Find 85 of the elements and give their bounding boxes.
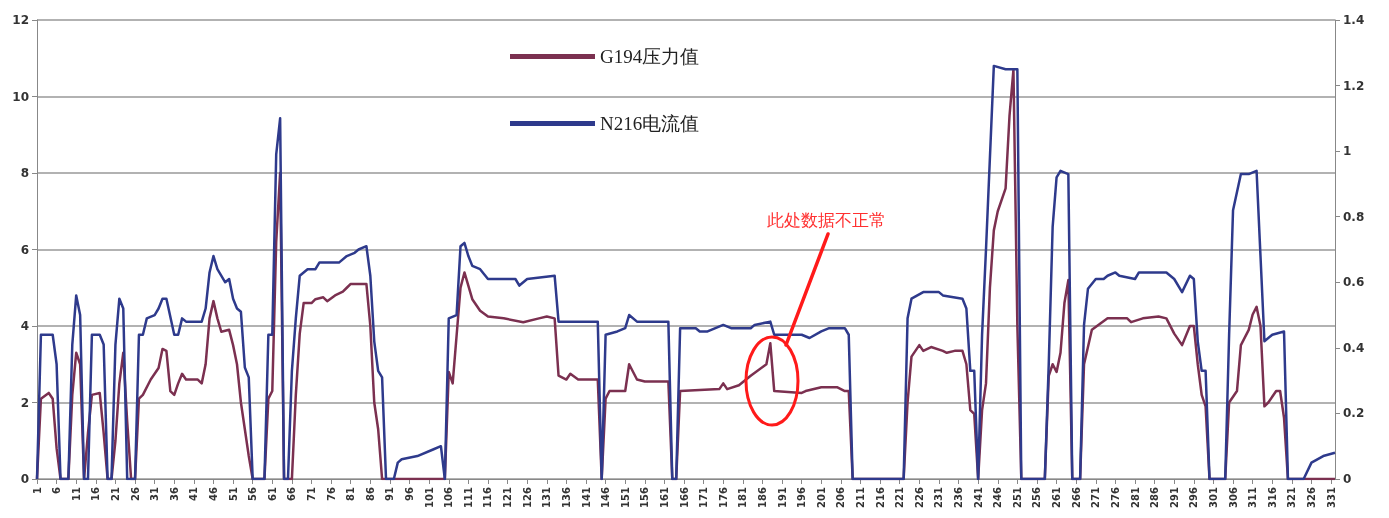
x-tick-label: 271 (1090, 486, 1102, 508)
x-tick-label: 101 (423, 486, 435, 508)
x-tick-label: 226 (913, 486, 925, 508)
x-tick-label: 281 (1129, 486, 1141, 508)
x-tick-label: 146 (600, 486, 612, 508)
x-tick-label: 46 (207, 486, 219, 501)
x-tick-label: 16 (90, 486, 102, 501)
x-tick-label: 306 (1227, 486, 1239, 508)
x-tick-label: 21 (109, 486, 121, 501)
y2-tick-label: 1.2 (1343, 78, 1365, 93)
x-tick-label: 81 (345, 486, 357, 501)
x-tick-label: 71 (306, 486, 317, 501)
x-tick-label: 6 (51, 486, 63, 494)
x-tick-label: 176 (717, 486, 729, 508)
x-tick-label: 296 (1188, 486, 1200, 508)
y2-tick-label: 1.4 (1343, 13, 1365, 27)
x-tick-label: 261 (1051, 486, 1063, 508)
y-tick-label: 8 (20, 166, 29, 180)
x-tick-label: 206 (835, 486, 847, 508)
x-tick-label: 61 (266, 486, 278, 501)
x-tick-label: 166 (678, 486, 690, 508)
y2-tick-label: 0.2 (1343, 406, 1365, 421)
x-tick-label: 156 (639, 486, 651, 508)
x-tick-label: 301 (1207, 486, 1219, 508)
x-tick-label: 111 (462, 486, 474, 508)
x-tick-label: 196 (796, 486, 808, 508)
x-tick-label: 31 (149, 486, 161, 501)
x-tick-label: 96 (404, 486, 416, 501)
y2-tick-label: 0.4 (1343, 340, 1365, 355)
x-tick-label: 201 (815, 486, 827, 508)
x-tick-label: 276 (1109, 486, 1121, 508)
y2-tick-label: 0 (1343, 472, 1352, 486)
y2-tick-label: 0.6 (1343, 275, 1365, 290)
x-tick-label: 41 (188, 486, 200, 501)
x-tick-label: 316 (1266, 486, 1278, 508)
x-tick-label: 321 (1286, 486, 1298, 508)
x-tick-label: 211 (855, 486, 866, 508)
y-tick-label: 12 (12, 13, 29, 27)
x-tick-label: 186 (756, 486, 768, 508)
y2-tick-label: 1 (1343, 144, 1352, 159)
x-tick-label: 231 (933, 486, 945, 508)
x-tick-label: 161 (658, 486, 670, 508)
x-tick-label: 86 (364, 486, 376, 501)
x-tick-label: 256 (1031, 486, 1043, 508)
x-tick-label: 251 (1011, 486, 1023, 508)
x-tick-label: 216 (874, 486, 886, 508)
legend-label: N216电流值 (600, 113, 700, 134)
x-tick-label: 121 (502, 486, 514, 508)
x-tick-label: 331 (1325, 486, 1337, 508)
y2-tick-label: 0.8 (1343, 209, 1365, 224)
x-tick-label: 221 (894, 486, 906, 508)
x-tick-label: 151 (619, 486, 631, 508)
y-tick-label: 4 (20, 319, 29, 333)
x-tick-label: 291 (1168, 486, 1180, 508)
x-tick-label: 311 (1247, 486, 1259, 508)
x-tick-label: 126 (521, 486, 533, 508)
x-tick-label: 26 (129, 486, 141, 501)
x-tick-label: 56 (247, 486, 259, 501)
x-tick-label: 36 (168, 486, 180, 501)
y-tick-label: 6 (20, 242, 29, 257)
x-tick-label: 91 (384, 486, 396, 501)
x-tick-label: 11 (70, 486, 82, 501)
x-tick-label: 171 (698, 486, 710, 508)
x-tick-label: 51 (227, 486, 239, 501)
x-tick-label: 131 (541, 486, 553, 508)
y-tick-label: 0 (20, 472, 29, 486)
annotation: 此处数据不正常 (766, 209, 886, 230)
x-tick-label: 106 (443, 486, 455, 508)
x-tick-label: 236 (953, 486, 965, 508)
y-tick-label: 10 (12, 89, 29, 104)
x-tick-label: 191 (776, 486, 788, 508)
x-tick-label: 326 (1305, 486, 1317, 508)
x-tick-label: 1 (31, 486, 43, 494)
legend-label: G194压力值 (600, 46, 700, 67)
x-tick-label: 181 (737, 486, 749, 508)
x-tick-label: 141 (580, 486, 592, 508)
x-tick-label: 241 (972, 486, 984, 508)
x-tick-label: 246 (992, 486, 1004, 508)
x-tick-label: 76 (325, 486, 337, 501)
x-tick-label: 136 (560, 486, 572, 508)
x-tick-label: 66 (286, 486, 298, 501)
y-tick-label: 2 (20, 395, 29, 410)
x-tick-label: 266 (1070, 486, 1082, 508)
x-tick-label: 286 (1149, 486, 1161, 508)
x-tick-label: 116 (482, 486, 494, 508)
